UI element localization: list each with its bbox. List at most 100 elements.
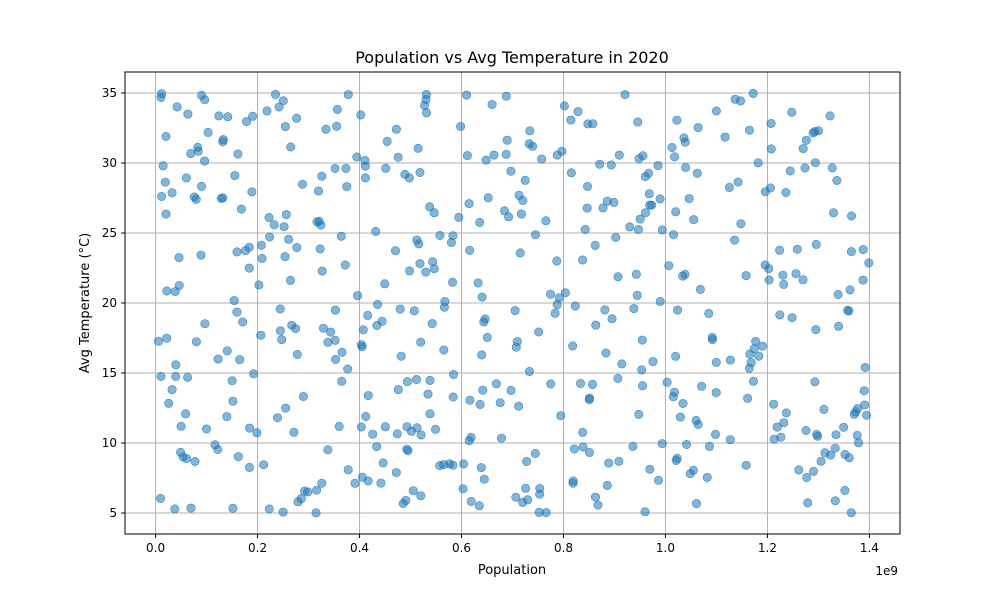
data-point [791,269,801,279]
data-point [171,360,181,370]
data-point [415,259,425,269]
data-point [781,408,791,418]
data-point [372,442,382,452]
data-point [684,194,694,204]
x-axis-ticks: 0.0 0.2 0.4 0.6 0.8 1.0 1.2 1.4 [146,534,879,555]
data-point [413,143,423,153]
data-point [590,492,600,502]
data-point [702,472,712,482]
data-point [757,341,767,351]
data-point [402,377,412,387]
data-point [284,234,294,244]
data-point [363,310,373,320]
data-point [707,335,717,345]
data-point [280,122,290,132]
data-point [541,508,551,518]
data-point [156,493,166,503]
data-point [391,468,401,478]
data-point [233,149,243,159]
data-point [360,173,370,183]
data-point [264,213,274,223]
data-point [811,239,821,249]
data-point [454,212,464,222]
data-point [648,357,658,367]
data-point [620,90,630,100]
data-point [416,337,426,347]
data-point [764,264,774,274]
data-point [161,132,171,142]
data-point [330,335,340,345]
x-axis-offset-label: 1e9 [875,564,898,578]
data-point [496,433,506,443]
data-point [459,459,469,469]
data-point [633,117,643,127]
data-point [464,436,474,446]
data-point [286,142,296,152]
data-point [502,135,512,145]
data-point [672,115,682,125]
data-point [657,439,667,449]
data-point [197,90,207,100]
data-point [254,280,264,290]
data-point [530,448,540,458]
data-point [516,209,526,219]
data-point [415,168,425,178]
data-point [409,306,419,316]
data-point [587,379,597,389]
data-point [845,285,855,295]
data-point [483,193,493,203]
data-point [358,325,368,335]
data-point [272,413,282,423]
data-point [157,192,167,202]
data-point [852,430,862,440]
data-point [810,158,820,168]
data-point [380,279,390,289]
data-point [377,316,387,326]
data-point [504,212,514,222]
x-tick-label: 0.8 [554,541,573,555]
data-point [200,319,210,329]
data-point [183,109,193,119]
data-point [854,438,864,448]
data-point [825,111,835,121]
data-point [711,357,721,367]
data-point [602,196,612,206]
data-point [653,161,663,171]
data-point [193,146,203,156]
data-point [644,189,654,199]
data-point [425,202,435,212]
data-point [275,326,285,336]
data-point [170,287,180,297]
data-point [552,256,562,266]
data-point [858,275,868,285]
data-point [808,466,818,476]
x-tick-label: 1.2 [758,541,777,555]
data-point [312,217,322,227]
data-point [292,243,302,253]
data-point [662,377,672,387]
data-point [378,458,388,468]
data-point [361,411,371,421]
data-point [380,422,390,432]
data-point [816,456,826,466]
data-point [827,163,837,173]
data-point [537,154,547,164]
data-point [360,156,370,166]
data-point [341,163,351,173]
data-point [733,177,743,187]
data-point [826,450,836,460]
y-tick-label: 15 [102,366,117,380]
data-point [584,395,594,405]
data-point [846,247,856,257]
data-point [495,398,505,408]
x-tick-label: 0.0 [146,541,165,555]
data-point [810,377,820,387]
data-point [584,447,594,457]
data-point [398,498,408,508]
data-point [297,179,307,189]
data-point [162,286,172,296]
data-point [154,336,164,346]
data-point [778,270,788,280]
data-point [590,240,600,250]
data-point [556,411,566,421]
